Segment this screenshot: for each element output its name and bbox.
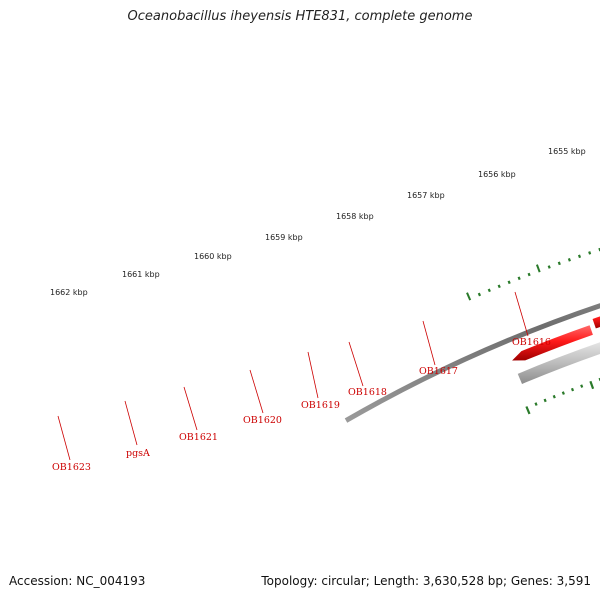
genome-title: Oceanobacillus iheyensis HTE831, complet… <box>127 9 473 24</box>
scale-tick <box>466 292 472 301</box>
inner-tick <box>543 398 547 403</box>
inner-tick <box>534 402 538 406</box>
inner-tick <box>589 380 595 390</box>
kbp-label-1656: 1656 kbp <box>478 170 516 179</box>
scale-ticks <box>466 247 600 301</box>
gene-ob1623-fwd <box>512 325 593 361</box>
scale-tick <box>567 258 571 262</box>
gene-features <box>512 316 600 384</box>
scale-tick <box>497 284 501 289</box>
leader-pgsa <box>124 400 138 446</box>
gene-red-2 <box>592 316 600 329</box>
accession-text: Accession: NC_004193 <box>9 574 146 588</box>
scale-tick <box>547 265 551 269</box>
topology-text: Topology: circular; Length: 3,630,528 bp… <box>261 574 591 588</box>
kbp-label-1659: 1659 kbp <box>265 233 303 242</box>
gene-labels: OB1616 OB1617 OB1618 OB1619 OB1620 OB162… <box>52 291 551 473</box>
genome-backbone <box>344 303 600 423</box>
scale-tick <box>517 276 521 281</box>
scale-tick <box>477 292 482 297</box>
scale-tick <box>535 264 541 273</box>
kbp-label-1660: 1660 kbp <box>194 252 232 261</box>
scale-tick <box>588 251 592 255</box>
gene-label-ob1616: OB1616 <box>512 337 551 348</box>
gene-label-ob1619: OB1619 <box>301 400 340 411</box>
leader-ob1623 <box>57 415 71 461</box>
leader-ob1621 <box>183 386 198 431</box>
leader-ob1616 <box>514 291 529 337</box>
gene-label-ob1617: OB1617 <box>419 366 458 377</box>
leader-ob1618 <box>348 341 364 387</box>
kbp-label-1662: 1662 kbp <box>50 288 88 297</box>
gene-gray-1 <box>517 342 600 384</box>
scale-tick <box>527 272 531 277</box>
scale-tick <box>577 254 582 259</box>
inner-tick <box>552 394 556 399</box>
leader-ob1619 <box>307 351 319 399</box>
backbone-arc <box>344 303 600 423</box>
kbp-scale-labels: 1655 kbp 1656 kbp 1657 kbp 1658 kbp 1659… <box>50 147 586 297</box>
gene-label-ob1623: OB1623 <box>52 462 91 473</box>
gene-label-ob1621: OB1621 <box>179 432 218 443</box>
inner-tick <box>525 406 531 415</box>
scale-tick <box>507 280 511 285</box>
inner-tick <box>561 391 565 395</box>
gene-label-ob1618: OB1618 <box>348 387 387 398</box>
kbp-label-1657: 1657 kbp <box>407 191 445 200</box>
kbp-label-1655: 1655 kbp <box>548 147 586 156</box>
gene-label-pgsa: pgsA <box>126 448 150 459</box>
gene-label-ob1620: OB1620 <box>243 415 282 426</box>
leader-ob1617 <box>422 320 436 366</box>
kbp-label-1661: 1661 kbp <box>122 270 160 279</box>
leader-ob1620 <box>249 369 264 414</box>
kbp-label-1658: 1658 kbp <box>336 212 374 221</box>
inner-tick <box>580 384 584 388</box>
inner-tick <box>570 387 575 392</box>
scale-tick <box>487 288 491 293</box>
scale-tick <box>557 261 561 266</box>
inner-ticks <box>525 377 600 415</box>
